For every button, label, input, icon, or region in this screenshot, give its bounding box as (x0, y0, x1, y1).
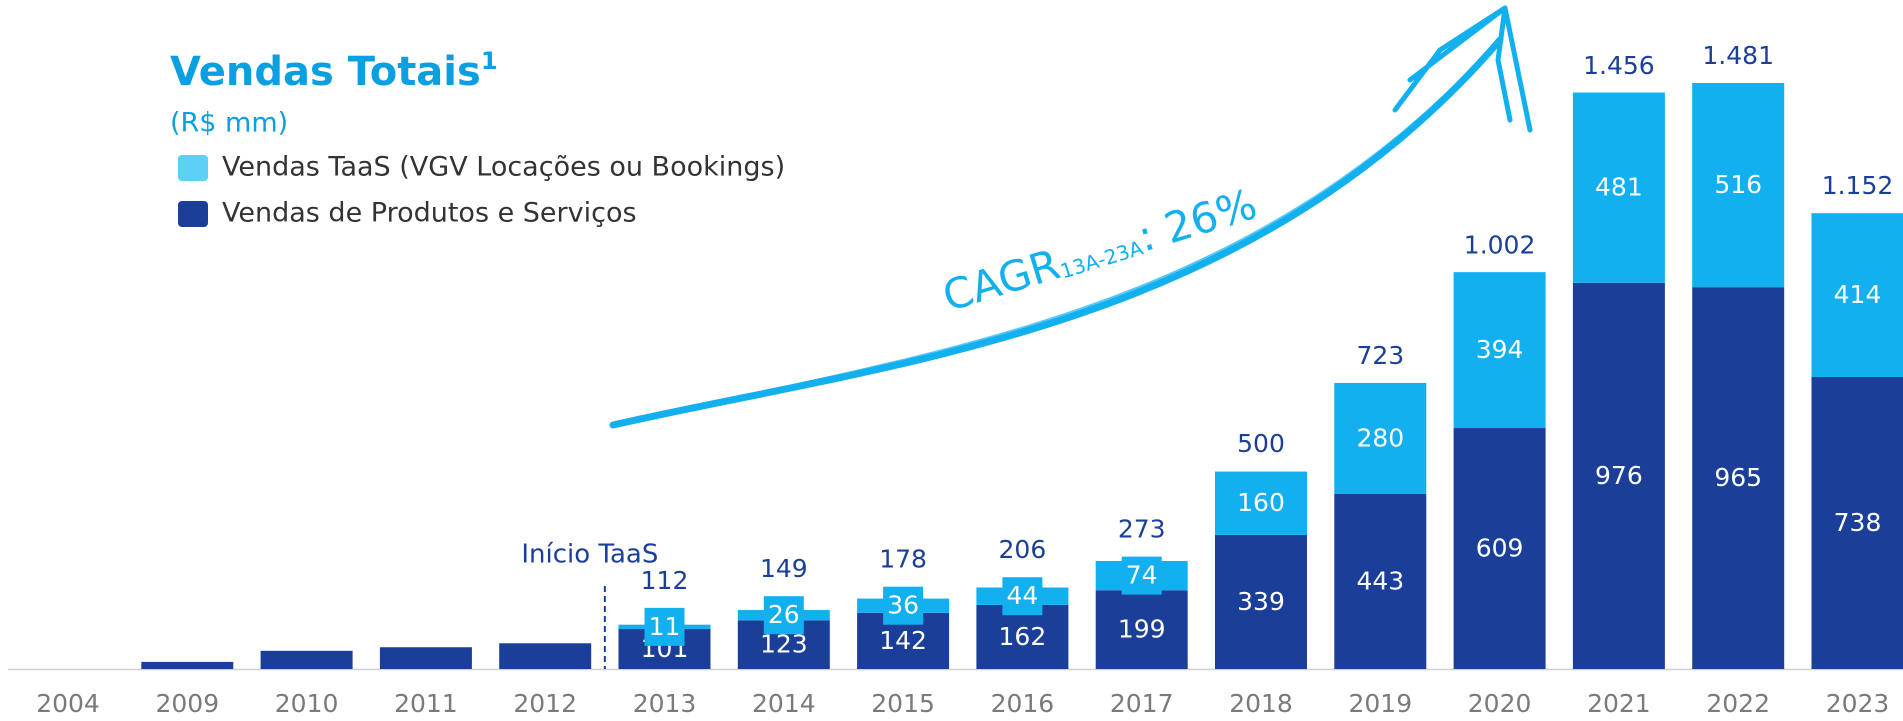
bar-segment (1334, 382, 1427, 494)
x-tick-label: 2016 (991, 689, 1055, 718)
segment-label: 162 (999, 622, 1047, 651)
segment-label: 609 (1476, 534, 1524, 563)
bar-segment (1692, 287, 1785, 669)
segment-label: 280 (1356, 423, 1404, 452)
total-label: 112 (641, 566, 689, 595)
total-label: 1.481 (1702, 41, 1774, 70)
x-tick-label: 2014 (752, 689, 816, 718)
bar-segment (1692, 83, 1785, 288)
bar-segment (141, 661, 234, 669)
segment-label: 123 (760, 630, 808, 659)
segment-label: 44 (1006, 581, 1038, 610)
bar-segment (1572, 282, 1665, 669)
cagr-arrowhead (1392, 5, 1533, 133)
segment-label: 74 (1126, 561, 1158, 590)
x-tick-label: 2004 (36, 689, 100, 718)
x-tick-label: 2019 (1348, 689, 1412, 718)
total-label: 178 (879, 545, 927, 574)
bar-segment (1095, 590, 1188, 669)
legend-swatch (178, 201, 208, 227)
total-label: 723 (1356, 341, 1404, 370)
bar-segment (1811, 376, 1903, 669)
segment-label: 414 (1834, 280, 1882, 309)
bar-segment (1215, 471, 1307, 535)
label-box (1121, 556, 1162, 595)
x-tick-label: 2018 (1229, 689, 1293, 718)
legend-label: Vendas TaaS (VGV Locações ou Bookings) (222, 152, 785, 183)
segment-label: 142 (879, 626, 927, 655)
label-box (1002, 577, 1043, 616)
segment-label: 443 (1356, 566, 1404, 595)
bar-segment (1453, 428, 1546, 669)
x-tick-label: 2012 (513, 689, 577, 718)
bar-segment (260, 650, 353, 669)
x-tick-label: 2013 (633, 689, 697, 718)
bar-segment (976, 604, 1069, 669)
cagr-value: : 26% (1132, 179, 1262, 261)
x-tick-label: 2023 (1826, 689, 1890, 718)
segment-label: 394 (1476, 335, 1524, 364)
cagr-subscript: 13A-23A (1057, 235, 1146, 283)
segment-label: 339 (1237, 587, 1285, 616)
label-box (644, 607, 685, 646)
total-label: 1.152 (1822, 171, 1894, 200)
cagr-arrow-stroke (639, 48, 1492, 422)
bar-segment (1453, 272, 1546, 429)
segment-label: 36 (887, 591, 919, 620)
x-tick-label: 2020 (1468, 689, 1532, 718)
cagr-text: CAGR (937, 239, 1065, 321)
total-label: 273 (1118, 515, 1166, 544)
total-label: 1.456 (1583, 51, 1655, 80)
bar-segment (1811, 213, 1903, 377)
segment-label: 26 (768, 600, 800, 629)
title-text: Vendas Totais (170, 49, 481, 95)
segment-label: 160 (1237, 488, 1285, 517)
label-box (763, 596, 804, 635)
subtitle: (R$ mm) (170, 108, 288, 139)
bar-segment (499, 643, 592, 669)
legend-swatch (178, 155, 208, 181)
segment-label: 965 (1714, 463, 1762, 492)
x-tick-label: 2011 (394, 689, 458, 718)
chart-title: Vendas Totais1 (170, 47, 498, 95)
x-tick-label: 2015 (871, 689, 935, 718)
segment-label: 481 (1595, 173, 1643, 202)
segment-label: 976 (1595, 461, 1643, 490)
total-label: 1.002 (1464, 231, 1536, 260)
x-tick-label: 2017 (1110, 689, 1174, 718)
bar-segment (1215, 534, 1307, 669)
segment-label: 199 (1118, 615, 1166, 644)
total-label: 149 (760, 554, 808, 583)
x-tick-label: 2010 (275, 689, 339, 718)
segment-label: 516 (1714, 170, 1762, 199)
bar-segment (379, 647, 472, 669)
segment-label: 738 (1834, 508, 1882, 537)
x-tick-label: 2009 (155, 689, 219, 718)
title-note: 1 (481, 47, 498, 75)
x-tick-label: 2021 (1587, 689, 1651, 718)
legend-label: Vendas de Produtos e Serviços (222, 198, 637, 229)
segment-label: 11 (649, 612, 681, 641)
cagr-label: CAGR13A-23A: 26% (937, 179, 1262, 321)
x-tick-label: 2022 (1706, 689, 1770, 718)
total-label: 206 (999, 535, 1047, 564)
label-box (883, 586, 924, 625)
taas-start-label: Início TaaS (521, 540, 658, 570)
bar-segment (1334, 493, 1427, 669)
total-label: 500 (1237, 429, 1285, 458)
bar-segment (1572, 92, 1665, 283)
